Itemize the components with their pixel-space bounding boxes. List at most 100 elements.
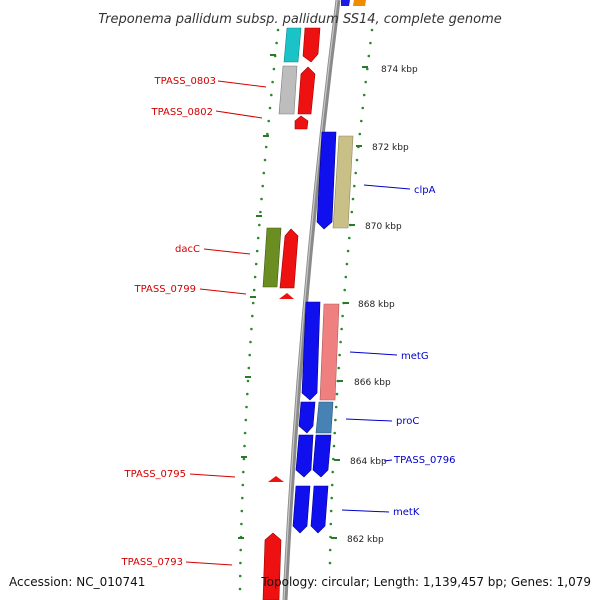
track-dot <box>247 366 251 370</box>
left-track-dashes <box>238 54 276 539</box>
track-dot <box>339 340 342 344</box>
leader-line-tpass-0793 <box>185 561 233 566</box>
gene-feature-tpass-0802[interactable] <box>294 115 309 130</box>
track-dot <box>341 314 344 318</box>
track-dot <box>242 470 245 474</box>
scale-tick-864 <box>334 459 340 461</box>
track-dot <box>370 28 374 32</box>
leader-line-metk <box>341 509 390 513</box>
gene-feature-proc-blue[interactable] <box>298 401 316 434</box>
track-dot <box>364 80 368 84</box>
track-dot <box>334 405 338 409</box>
track-dot <box>329 509 333 513</box>
track-dot <box>351 197 355 201</box>
track-dot <box>355 158 359 162</box>
track-dot <box>360 119 363 123</box>
scale-label-872: 872 kbp <box>372 143 409 153</box>
track-dot <box>335 392 339 396</box>
leader-line-metg <box>349 351 398 356</box>
gene-feature-dacc-olive[interactable] <box>262 227 282 288</box>
left-dash <box>245 376 251 378</box>
track-dot <box>239 561 242 565</box>
scale-label-868: 868 kbp <box>358 300 395 310</box>
gene-feature-tpass-0796-a[interactable] <box>295 434 314 478</box>
gene-feature-tpass-0803-red[interactable] <box>297 66 316 115</box>
gene-feature-tpass-0795[interactable] <box>268 476 284 482</box>
left-dash <box>270 54 276 56</box>
scale-tick-874 <box>362 66 368 68</box>
track-dot <box>258 223 261 227</box>
accession-text: Accession: NC_010741 <box>9 575 145 589</box>
gene-feature-clpa-blue[interactable] <box>316 131 337 230</box>
track-dot <box>261 184 265 188</box>
gene-feature-metg-blue[interactable] <box>301 301 321 401</box>
gene-feature-tpass-0793[interactable] <box>262 532 282 600</box>
gene-feature-metg[interactable] <box>319 303 340 401</box>
leader-lines <box>185 80 411 566</box>
track-dot <box>246 392 249 396</box>
track-dot <box>251 314 254 318</box>
track-dot <box>240 509 244 513</box>
left-dash <box>238 537 244 539</box>
gene-label-metk[interactable]: metK <box>393 507 420 518</box>
scale-tick-marks <box>331 66 368 539</box>
gene-feature-proc[interactable] <box>315 401 334 434</box>
gene-label-tpass-0802[interactable]: TPASS_0802 <box>151 107 213 118</box>
gene-label-tpass-0799[interactable]: TPASS_0799 <box>134 284 196 295</box>
leader-line-tpass-0802 <box>215 110 263 119</box>
gene-feature-clpa[interactable] <box>332 135 354 229</box>
scale-label-866: 866 kbp <box>354 378 391 388</box>
gene-feature-top-orange[interactable] <box>353 0 366 6</box>
gene-feature-top-blue[interactable] <box>341 0 350 6</box>
track-dot <box>348 236 351 240</box>
gene-label-tpass-0796[interactable]: TPASS_0796 <box>393 455 455 466</box>
reverse-gene-labels: clpA metG proC TPASS_0796 metK <box>393 185 455 518</box>
track-dot <box>266 132 269 136</box>
leader-line-dacc <box>203 248 251 255</box>
left-dash <box>250 296 256 298</box>
leader-line-tpass-0796 <box>383 459 393 462</box>
track-dot <box>256 236 260 240</box>
outer-left-dot-track <box>238 28 280 591</box>
track-dot <box>246 379 250 383</box>
gene-label-tpass-0803[interactable]: TPASS_0803 <box>154 76 216 87</box>
track-dot <box>251 301 255 305</box>
gene-label-clpa[interactable]: clpA <box>414 185 436 196</box>
gene-feature-dacc[interactable] <box>279 228 299 289</box>
track-dot <box>328 548 332 552</box>
gene-feature-metk-b[interactable] <box>310 485 329 534</box>
track-dot <box>345 262 349 266</box>
track-dot <box>346 249 350 253</box>
gene-feature-cyan[interactable] <box>283 27 302 63</box>
track-dot <box>276 28 280 32</box>
gene-label-tpass-0793[interactable]: TPASS_0793 <box>121 557 183 568</box>
gene-label-tpass-0795[interactable]: TPASS_0795 <box>124 469 186 480</box>
track-dot <box>350 210 354 214</box>
gene-feature-tpass-0799[interactable] <box>279 293 294 299</box>
track-dot <box>243 431 247 435</box>
track-dot <box>344 275 348 279</box>
track-dot <box>268 106 272 110</box>
track-dot <box>366 67 369 71</box>
gene-label-metg[interactable]: metG <box>401 351 429 362</box>
gene-label-dacc[interactable]: dacC <box>175 244 200 255</box>
leader-line-tpass-0803 <box>217 80 267 88</box>
gene-feature-metk-a[interactable] <box>292 485 311 534</box>
gene-feature-tpass-0796-b[interactable] <box>312 434 332 478</box>
forward-strand-features <box>262 27 321 600</box>
gene-feature-tpass-0803[interactable] <box>278 65 298 115</box>
track-dot <box>329 522 333 526</box>
scale-tick-870 <box>349 224 355 226</box>
scale-label-870: 870 kbp <box>365 222 402 232</box>
leader-line-tpass-0795 <box>189 473 236 478</box>
gene-label-proc[interactable]: proC <box>396 416 419 427</box>
scale-tick-872 <box>356 145 362 147</box>
left-dash <box>256 215 262 217</box>
gene-feature-red[interactable] <box>302 27 321 63</box>
track-dot <box>330 496 334 500</box>
track-dot <box>333 431 337 435</box>
track-dot <box>332 457 335 461</box>
track-dot <box>358 132 362 136</box>
track-dot <box>241 496 244 500</box>
